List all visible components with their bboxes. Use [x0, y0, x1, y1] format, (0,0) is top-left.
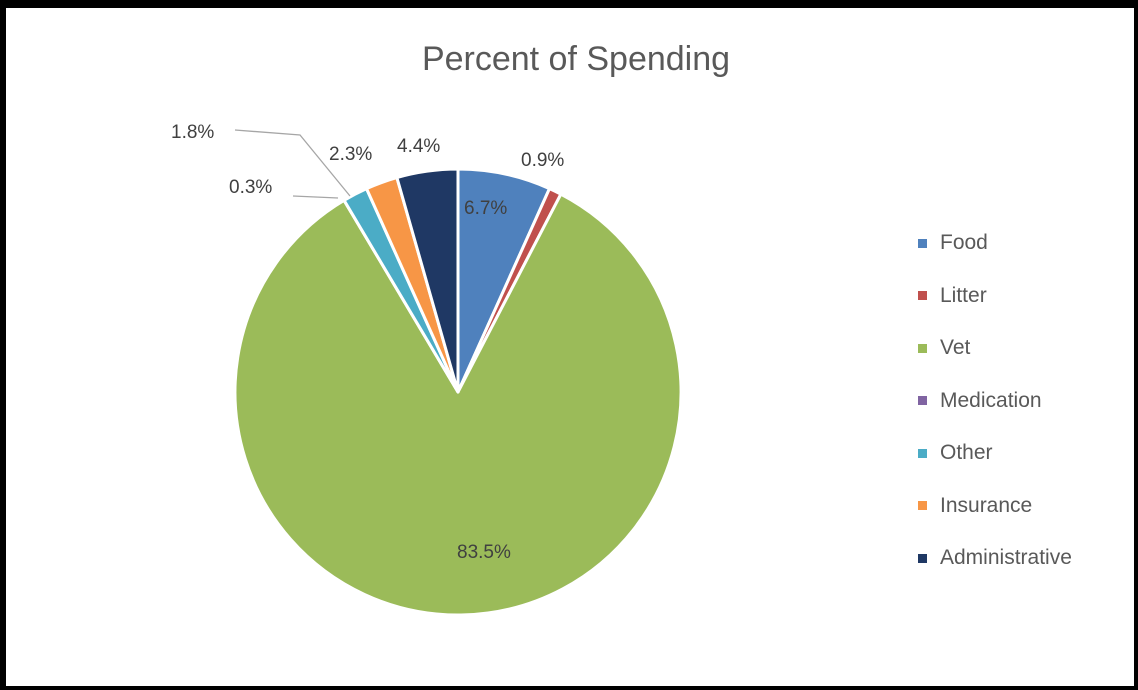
legend-swatch [918, 396, 927, 406]
legend-item-other: Other [918, 427, 1072, 480]
legend-label: Litter [940, 283, 987, 307]
legend-swatch [918, 343, 927, 353]
data-label-food: 6.7% [464, 198, 507, 219]
legend-item-food: Food [918, 217, 1072, 270]
legend-item-litter: Litter [918, 270, 1072, 323]
legend-swatch [918, 553, 927, 563]
legend-swatch [918, 448, 927, 458]
data-labels: 6.7% 0.9% 83.5% 1.8% 0.3% 2.3% 4.4% [171, 122, 564, 563]
pie-slice-vet [233, 192, 683, 617]
legend: Food Litter Vet Medication Other Insuran… [918, 217, 1072, 585]
legend-swatch [918, 501, 927, 511]
data-label-other: 1.8% [171, 122, 214, 143]
leader-lines [234, 129, 351, 199]
legend-swatch [918, 238, 927, 248]
leader-line-other [234, 129, 351, 197]
legend-item-administrative: Administrative [918, 532, 1072, 585]
legend-label: Administrative [940, 546, 1072, 570]
pie-slice-administrative [395, 167, 460, 394]
legend-label: Other [940, 441, 993, 465]
legend-label: Food [940, 231, 988, 255]
chart-title: Percent of Spending [421, 40, 731, 78]
leader-line-small [292, 195, 339, 199]
pie-slices [233, 167, 683, 617]
data-label-administrative: 4.4% [397, 136, 440, 157]
legend-label: Vet [940, 336, 971, 360]
data-label-insurance: 2.3% [329, 144, 372, 165]
data-label-vet: 83.5% [457, 542, 511, 563]
legend-item-medication: Medication [918, 375, 1072, 428]
legend-swatch [918, 291, 927, 301]
legend-label: Insurance [940, 493, 1033, 517]
legend-item-insurance: Insurance [918, 480, 1072, 533]
data-label-litter: 0.9% [521, 150, 564, 171]
data-label-small: 0.3% [229, 177, 272, 198]
legend-item-vet: Vet [918, 322, 1072, 375]
legend-label: Medication [940, 388, 1042, 412]
